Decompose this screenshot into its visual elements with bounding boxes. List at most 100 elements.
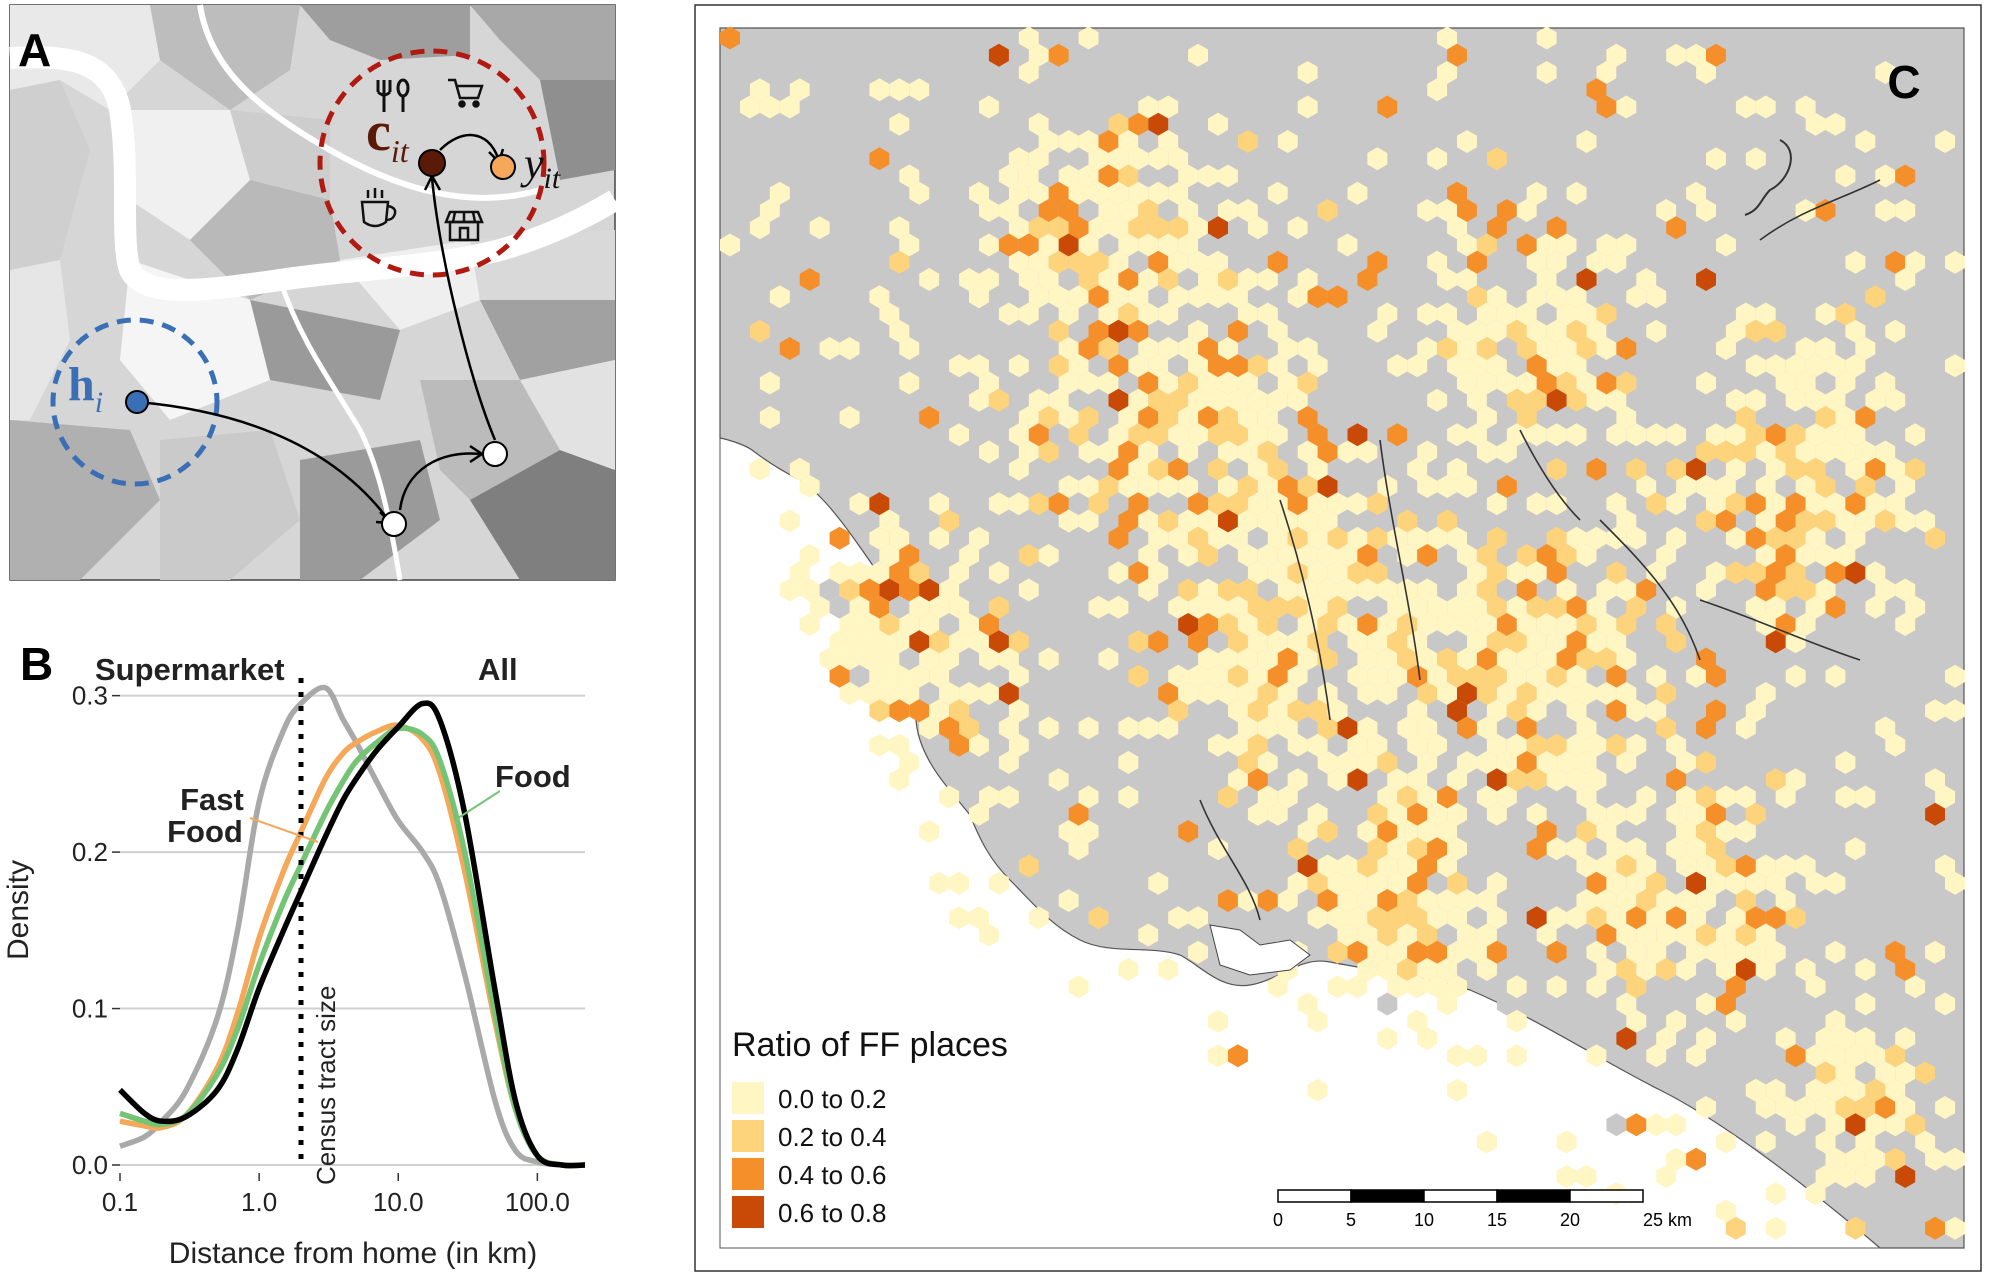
hex-cell bbox=[1905, 1113, 1926, 1137]
hex-cell bbox=[1467, 319, 1487, 343]
hex-cell bbox=[1407, 1009, 1428, 1033]
hex-cell bbox=[1367, 492, 1388, 516]
hex-cell bbox=[1257, 302, 1278, 326]
hex-cell bbox=[1028, 112, 1049, 136]
hex-cell bbox=[1337, 854, 1358, 878]
hex-cell bbox=[1755, 682, 1776, 705]
hex-cell bbox=[1407, 595, 1428, 619]
hex-cell bbox=[1586, 871, 1607, 895]
hex-cell bbox=[1068, 423, 1089, 447]
hex-cell bbox=[949, 595, 969, 619]
hex-cell bbox=[1496, 337, 1517, 360]
hex-cell bbox=[1735, 440, 1756, 464]
hex-cell bbox=[1188, 630, 1208, 654]
hex-cell bbox=[1397, 716, 1418, 740]
hex-cell bbox=[1875, 716, 1896, 740]
hex-cell bbox=[1098, 199, 1119, 222]
hex-cell bbox=[1895, 268, 1916, 291]
hex-cell bbox=[1666, 733, 1687, 757]
hex-cell bbox=[1526, 354, 1547, 378]
hex-cell bbox=[1198, 440, 1218, 464]
hex-cell bbox=[1228, 423, 1248, 447]
hex-cell bbox=[909, 561, 930, 585]
hex-cell bbox=[1885, 492, 1906, 516]
hex-cell bbox=[1845, 457, 1866, 481]
hex-cell bbox=[1476, 578, 1497, 602]
hex-cell bbox=[1486, 733, 1507, 757]
hex-cell bbox=[979, 268, 999, 291]
hex-cell bbox=[1058, 406, 1079, 429]
hex-cell bbox=[1606, 733, 1627, 757]
hex-cell bbox=[988, 595, 1009, 619]
hex-cell bbox=[1038, 164, 1059, 188]
hex-cell bbox=[1646, 664, 1667, 688]
hex-cell bbox=[1775, 854, 1796, 878]
hex-cell bbox=[979, 199, 999, 222]
hex-cell bbox=[1098, 130, 1119, 153]
hex-cell bbox=[1237, 130, 1258, 153]
hex-cell bbox=[979, 785, 999, 809]
hex-cell bbox=[1377, 923, 1398, 947]
hex-cell bbox=[1028, 423, 1049, 447]
hex-cell bbox=[1686, 1044, 1706, 1068]
hex-cell bbox=[1785, 561, 1806, 585]
hex-cell bbox=[1895, 1061, 1916, 1085]
hex-cell bbox=[1337, 716, 1358, 740]
hex-cell bbox=[979, 95, 999, 119]
hex-cell bbox=[1815, 1130, 1836, 1154]
hex-cell bbox=[1068, 285, 1089, 309]
hex-cell bbox=[1387, 664, 1408, 688]
hex-cell bbox=[1476, 440, 1497, 464]
hex-cell bbox=[1018, 544, 1039, 567]
hex-cell bbox=[1018, 578, 1039, 602]
hex-cell bbox=[1616, 992, 1637, 1016]
hex-cell bbox=[1735, 820, 1756, 843]
hex-cell bbox=[1257, 716, 1278, 740]
hex-cell bbox=[1247, 492, 1268, 516]
hex-cell bbox=[1696, 61, 1716, 84]
hex-cell bbox=[1596, 854, 1617, 878]
hex-cell bbox=[1108, 250, 1129, 274]
hex-cell bbox=[1795, 440, 1816, 464]
hex-cell bbox=[1078, 406, 1099, 429]
hex-cell bbox=[829, 630, 850, 654]
hex-cell bbox=[1496, 682, 1517, 705]
hex-cell bbox=[1407, 733, 1428, 757]
hex-cell bbox=[1158, 164, 1179, 188]
hex-cell bbox=[1526, 768, 1547, 792]
hex-cell bbox=[1725, 871, 1746, 895]
hex-cell bbox=[1188, 285, 1208, 309]
hex-cell bbox=[1208, 1044, 1228, 1068]
hex-cell bbox=[1208, 1009, 1228, 1033]
hex-cell bbox=[769, 181, 790, 205]
hex-cell bbox=[869, 630, 890, 654]
hex-cell bbox=[899, 233, 920, 257]
hex-cell bbox=[1656, 923, 1677, 947]
hex-cell bbox=[1706, 837, 1726, 861]
target-label: yit bbox=[520, 139, 561, 195]
hex-cell bbox=[759, 406, 780, 429]
hex-cell bbox=[1178, 613, 1199, 636]
hex-cell bbox=[1148, 112, 1169, 136]
hex-cell bbox=[879, 613, 900, 636]
hex-cell bbox=[1606, 388, 1627, 412]
hex-cell bbox=[1128, 423, 1149, 447]
hex-cell bbox=[1377, 613, 1398, 636]
hex-cell bbox=[1367, 250, 1388, 274]
hex-cell bbox=[1367, 319, 1388, 343]
hex-cell bbox=[1237, 751, 1258, 774]
hex-cell bbox=[998, 785, 1019, 809]
hex-cell bbox=[1287, 630, 1308, 654]
hex-cell bbox=[1417, 889, 1438, 912]
hex-cell bbox=[929, 630, 950, 654]
hex-cell bbox=[1745, 561, 1766, 585]
hex-cell bbox=[1825, 1147, 1846, 1171]
hex-cell bbox=[1287, 768, 1308, 792]
hex-cell bbox=[1038, 716, 1059, 740]
hex-cell bbox=[1706, 561, 1726, 585]
hex-cell bbox=[869, 664, 890, 688]
hex-cell bbox=[1347, 768, 1368, 792]
hex-cell bbox=[1297, 371, 1318, 395]
hex-cell bbox=[1915, 406, 1936, 429]
hex-cell bbox=[1805, 526, 1826, 550]
